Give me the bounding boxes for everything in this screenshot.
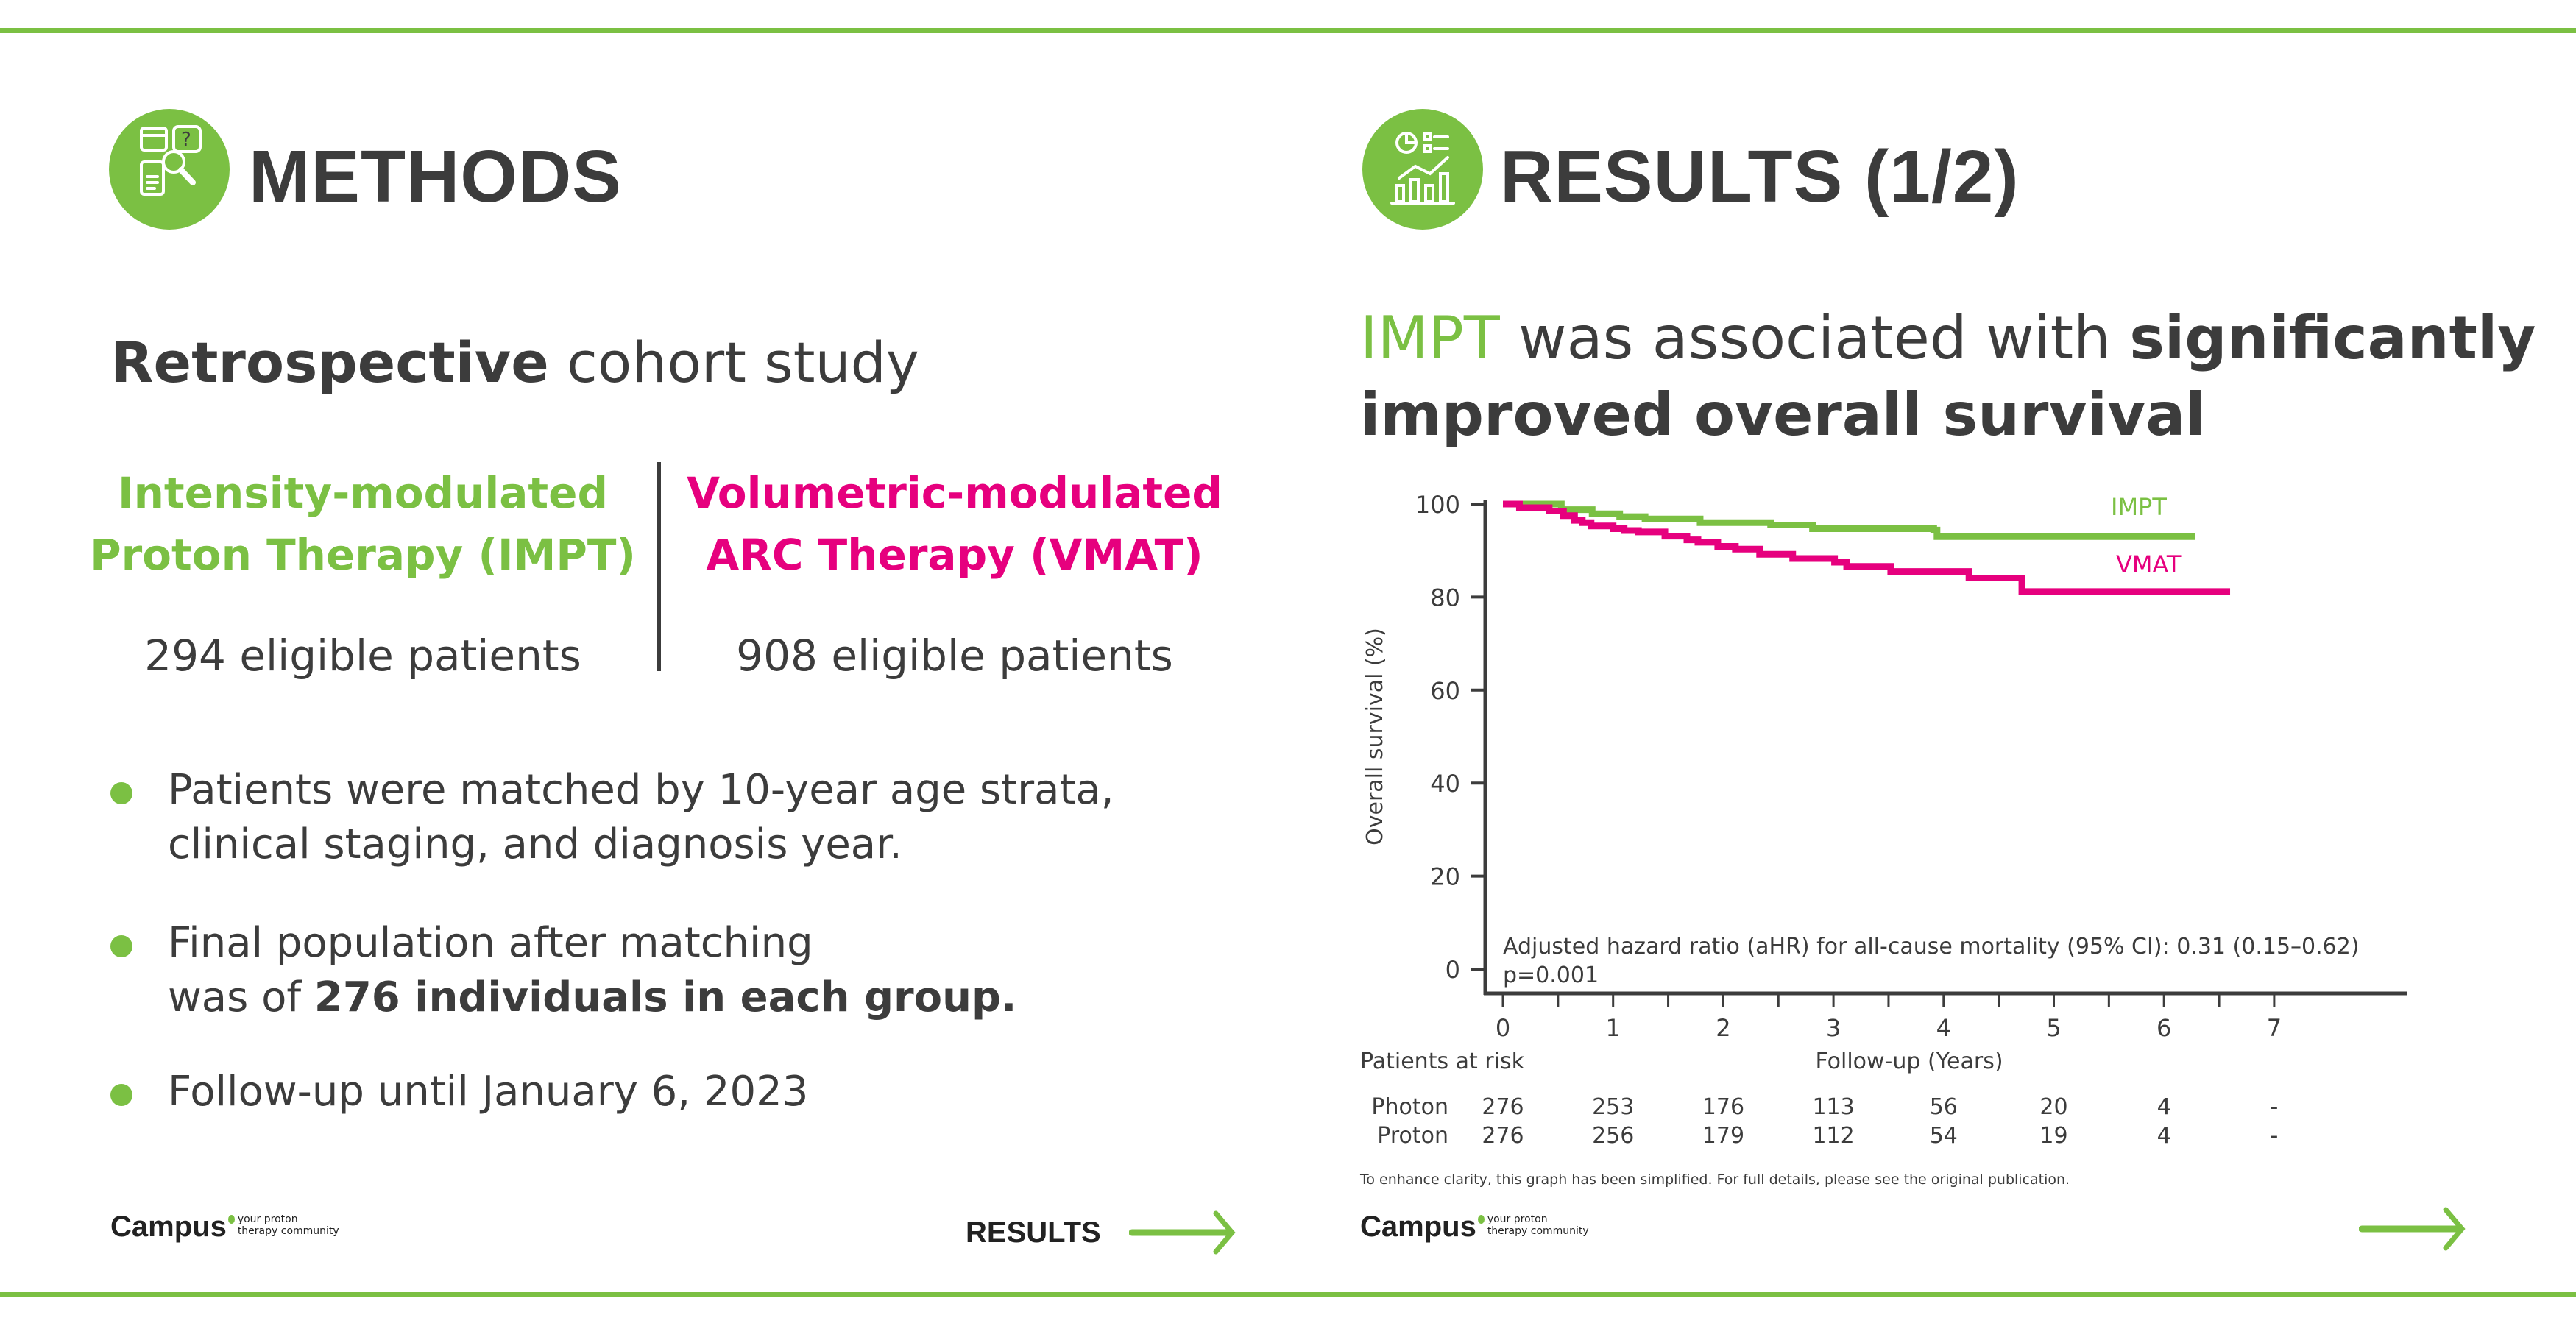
y-tick-label: 20 <box>1430 863 1460 891</box>
svg-text:?: ? <box>181 129 191 151</box>
impt-heading-line1: Intensity-modulated <box>118 468 608 518</box>
y-tick-label: 80 <box>1430 584 1460 611</box>
y-tick-label: 40 <box>1430 770 1460 798</box>
bullet-bold-text: 276 individuals in each group. <box>314 974 1017 1021</box>
risk-table-title: Patients at risk <box>1360 1049 1525 1074</box>
methods-title: METHODS <box>249 135 622 218</box>
bullet-line: Patients were matched by 10-year age str… <box>168 766 1114 814</box>
results-headline: IMPT was associated with significantly i… <box>1360 300 2536 453</box>
hazard-ratio-annotation: Adjusted hazard ratio (aHR) for all-caus… <box>1503 934 2360 960</box>
vmat-heading-line1: Volumetric-modulated <box>687 468 1222 518</box>
bullet-matching: Patients were matched by 10-year age str… <box>168 763 1114 872</box>
survival-curve-vmat <box>1503 500 2231 595</box>
y-axis-label: Overall survival (%) <box>1362 628 1388 845</box>
next-arrow-button[interactable] <box>2359 1207 2469 1251</box>
y-tick-label: 0 <box>1446 956 1460 984</box>
y-tick-label: 100 <box>1415 491 1460 519</box>
p-value-annotation: p=0.001 <box>1503 962 1599 988</box>
bullet-line: was of 276 individuals in each group. <box>168 971 1016 1025</box>
next-results-label: RESULTS <box>966 1216 1101 1249</box>
survival-curve-impt <box>1503 500 2195 540</box>
impt-heading: Intensity-modulated Proton Therapy (IMPT… <box>68 462 657 586</box>
study-type: Retrospective cohort study <box>110 335 919 391</box>
risk-row-label: Proton <box>1377 1123 1448 1149</box>
x-tick-label: 0 <box>1496 1014 1510 1042</box>
bullet-line: Follow-up until January 6, 2023 <box>168 1068 809 1116</box>
risk-table-cell: 276 <box>1482 1123 1524 1149</box>
logo-tagline: your proton therapy community <box>1487 1213 1589 1237</box>
vmat-heading: Volumetric-modulated ARC Therapy (VMAT) <box>660 462 1249 586</box>
bottom-rule <box>0 1292 2576 1297</box>
risk-table-cell: 276 <box>1482 1094 1524 1120</box>
arrow-right-icon <box>1128 1210 1236 1255</box>
bullet-dot <box>110 782 132 804</box>
risk-table-cell: 253 <box>1592 1094 1634 1120</box>
headline-bold: improved overall survival <box>1360 380 2206 449</box>
next-results-link[interactable]: RESULTS <box>966 1210 1239 1255</box>
bullet-population: Final population after matching was of 2… <box>168 916 1016 1025</box>
risk-table-cell: 54 <box>1930 1123 1958 1149</box>
research-magnifier-icon: ? <box>109 109 230 230</box>
risk-table-cell: 56 <box>1930 1094 1958 1120</box>
impt-heading-line2: Proton Therapy (IMPT) <box>90 530 636 580</box>
risk-table-cell: 4 <box>2157 1094 2171 1120</box>
risk-table-cell: 179 <box>1702 1123 1744 1149</box>
series-label-impt: IMPT <box>2111 493 2167 521</box>
y-tick-label: 60 <box>1430 677 1460 705</box>
x-tick-label: 2 <box>1716 1014 1730 1042</box>
bullet-followup: Follow-up until January 6, 2023 <box>168 1065 808 1119</box>
vmat-heading-line2: ARC Therapy (VMAT) <box>706 530 1203 580</box>
x-tick-label: 1 <box>1606 1014 1621 1042</box>
vmat-patients: 908 eligible patients <box>736 631 1173 681</box>
campus-logo: Campus your proton therapy community <box>1360 1210 1589 1244</box>
risk-table-cell: 113 <box>1812 1094 1854 1120</box>
risk-table-cell: 256 <box>1592 1123 1634 1149</box>
bullet-dot <box>110 1084 132 1106</box>
bullet-dot <box>110 935 132 957</box>
x-tick-label: 4 <box>1936 1014 1951 1042</box>
chart-note: To enhance clarity, this graph has been … <box>1360 1171 2070 1188</box>
bullet-line: Final population after matching <box>168 919 813 967</box>
risk-table-cell: 20 <box>2039 1094 2067 1120</box>
risk-table-cell: - <box>2270 1094 2278 1120</box>
analytics-chart-icon <box>1362 109 1483 230</box>
bullet-text: was of <box>168 974 314 1021</box>
headline-bold: significantly <box>2129 304 2536 372</box>
x-tick-label: 6 <box>2156 1014 2171 1042</box>
study-type-bold: Retrospective <box>110 330 549 395</box>
x-axis-label: Follow-up (Years) <box>1815 1049 2003 1074</box>
risk-table-cell: 112 <box>1812 1123 1854 1149</box>
x-tick-label: 5 <box>2046 1014 2061 1042</box>
risk-table-cell: 4 <box>2157 1123 2171 1149</box>
impt-patients: 294 eligible patients <box>144 631 581 681</box>
campus-logo: Campus your proton therapy community <box>110 1210 339 1244</box>
x-tick-label: 7 <box>2267 1014 2282 1042</box>
risk-row-label: Photon <box>1371 1094 1448 1120</box>
study-type-rest: cohort study <box>548 330 919 395</box>
headline-impt: IMPT <box>1360 304 1500 372</box>
results-title: RESULTS (1/2) <box>1500 135 2020 218</box>
risk-table-cell: 176 <box>1702 1094 1744 1120</box>
headline-text: was associated with <box>1499 304 2130 372</box>
risk-table-cell: - <box>2270 1123 2278 1149</box>
logo-dot <box>1477 1215 1485 1224</box>
top-rule <box>0 28 2576 33</box>
column-divider <box>657 462 661 671</box>
x-tick-label: 3 <box>1826 1014 1841 1042</box>
logo-dot <box>227 1215 235 1224</box>
bullet-line: clinical staging, and diagnosis year. <box>168 820 902 868</box>
logo-name: Campus <box>110 1210 227 1243</box>
logo-tagline: your proton therapy community <box>237 1213 339 1237</box>
series-label-vmat: VMAT <box>2116 550 2182 578</box>
risk-table-cell: 19 <box>2039 1123 2067 1149</box>
logo-name: Campus <box>1360 1210 1476 1243</box>
